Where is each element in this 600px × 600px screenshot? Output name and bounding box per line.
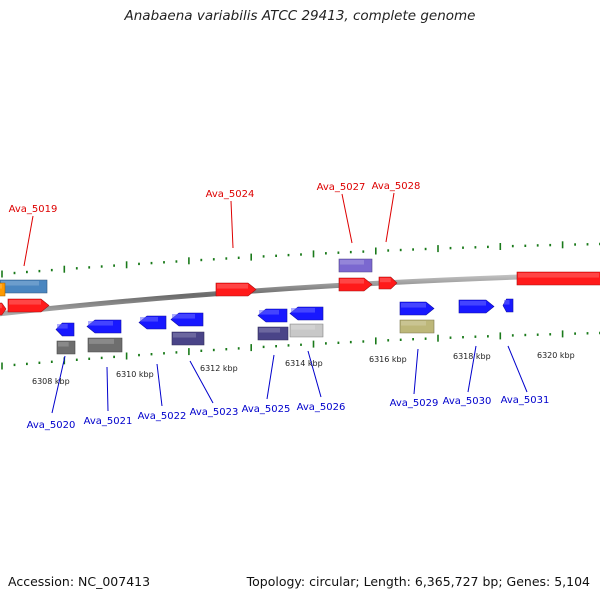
gene-arrow-highlight	[460, 301, 486, 306]
scale-label: 6318 kbp	[453, 352, 491, 361]
gene-arrow-highlight	[259, 310, 279, 315]
leader-line	[467, 345, 477, 393]
scale-labels: 6308 kbp 6310 kbp 6312 kbp 6314 kbp 6316…	[32, 351, 575, 386]
gene-label: Ava_5020	[27, 420, 76, 431]
gene-arrow-highlight	[140, 317, 158, 322]
gene-arrow-highlight	[172, 314, 195, 319]
gene-arrow-highlight	[58, 342, 69, 347]
gene-arrow-highlight	[0, 304, 2, 309]
gene-label: Ava_5026	[297, 402, 346, 413]
gene-label: Ava_5031	[501, 395, 550, 406]
gene-arrow-highlight	[380, 278, 391, 283]
gene-label: Ava_5023	[190, 407, 239, 418]
accession-text: Accession: NC_007413	[8, 574, 151, 589]
gene-arrow-highlight	[401, 321, 426, 326]
gene-arrow-highlight	[89, 339, 114, 344]
gene-arrow-highlight	[259, 328, 280, 333]
gene-label: Ava_5025	[242, 404, 291, 415]
gene-label: Ava_5029	[390, 398, 439, 409]
gene-arrow-highlight	[518, 273, 599, 278]
tick-track-lower	[1, 330, 600, 370]
gene-label: Ava_5022	[138, 411, 187, 422]
genome-title: Anabaena variabilis ATCC 29413, complete…	[124, 8, 476, 24]
gene-arrow-highlight	[291, 325, 315, 330]
tick-track-upper	[1, 241, 600, 278]
gene-label: Ava_5027	[317, 182, 366, 193]
gene-arrow-highlight	[401, 303, 426, 308]
genome-stats-text: Topology: circular; Length: 6,365,727 bp…	[246, 574, 590, 589]
scale-label: 6316 kbp	[369, 355, 407, 364]
gene-labels-upper: Ava_5019 Ava_5024 Ava_5027 Ava_5028	[9, 181, 421, 215]
leader-line	[230, 200, 234, 249]
gene-labels-lower: Ava_5020 Ava_5021 Ava_5022 Ava_5023 Ava_…	[27, 395, 550, 431]
gene-arrow-highlight	[88, 321, 113, 326]
gene-label: Ava_5024	[206, 189, 255, 200]
leader-line	[413, 348, 419, 395]
gene-arrow-highlight	[340, 260, 364, 265]
scale-label: 6314 kbp	[285, 359, 323, 368]
gene-arrow-highlight	[1, 281, 39, 286]
scale-label: 6310 kbp	[116, 370, 154, 379]
leader-line	[23, 215, 34, 267]
leader-line	[266, 354, 275, 400]
leader-line	[307, 350, 322, 398]
leader-line	[51, 355, 66, 414]
leader-line	[385, 192, 395, 243]
gene-arrow-highlight	[340, 279, 364, 284]
gene-label: Ava_5028	[372, 181, 421, 192]
gene-arrow-highlight	[217, 284, 248, 289]
gene-label: Ava_5030	[443, 396, 492, 407]
gene-arrow-highlight	[57, 324, 68, 329]
gene-label: Ava_5019	[9, 204, 58, 215]
gene-label: Ava_5021	[84, 416, 133, 427]
scale-label: 6312 kbp	[200, 364, 238, 373]
gene-arrow-highlight	[291, 308, 315, 313]
scale-label: 6320 kbp	[537, 351, 575, 360]
leader-line	[341, 193, 353, 244]
gene-arrow-highlight	[504, 300, 510, 305]
gene-arrow-highlight	[0, 284, 2, 289]
leader-line	[189, 360, 214, 404]
leader-line	[156, 363, 163, 407]
gene-arrow-highlight	[173, 333, 196, 338]
scale-label: 6308 kbp	[32, 377, 70, 386]
gene-features	[0, 258, 600, 355]
leader-line	[507, 345, 528, 393]
gene-arrow-highlight	[9, 300, 41, 305]
label-leader-lines	[23, 192, 528, 414]
leader-line	[106, 366, 109, 412]
